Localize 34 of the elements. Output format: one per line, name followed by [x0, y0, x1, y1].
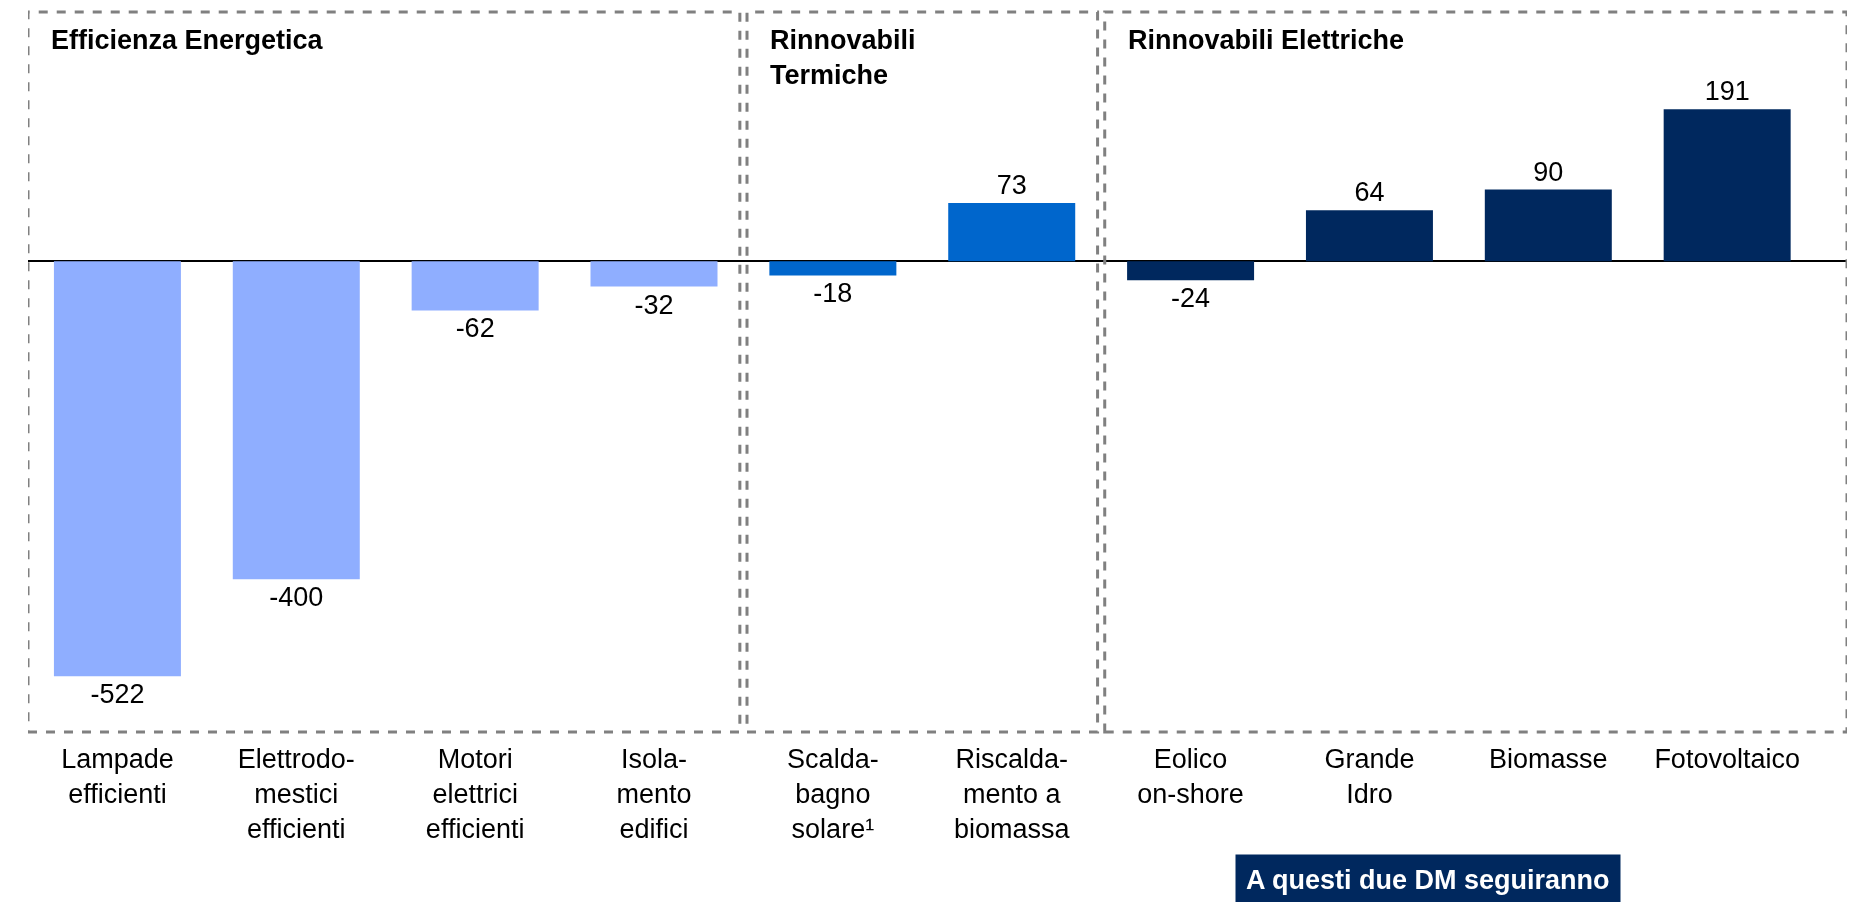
bar	[411, 261, 539, 311]
text: A questi due DM seguiranno	[1246, 865, 1610, 895]
bar	[769, 261, 897, 276]
x-tick-label: Grande Idro	[1324, 744, 1415, 810]
data-label: -522	[90, 679, 145, 710]
x-tick-label: Fotovoltaico	[1654, 744, 1800, 774]
x-tick-label: Biomasse	[1489, 744, 1608, 774]
text: Rinnovabili Elettriche	[1128, 25, 1405, 55]
bar	[948, 203, 1076, 262]
bar	[53, 261, 181, 677]
x-tick-label: Isola- mento edifici	[616, 744, 692, 845]
bar	[1305, 210, 1433, 262]
bar	[1127, 261, 1255, 281]
data-label: -18	[813, 278, 853, 309]
data-label: 191	[1704, 76, 1750, 107]
data-label: -62	[455, 313, 495, 344]
bar	[1663, 109, 1791, 262]
data-label: -24	[1171, 283, 1211, 314]
x-tick-label: Lampade efficienti	[61, 744, 174, 810]
data-label: 64	[1354, 177, 1385, 208]
bar	[1484, 189, 1612, 262]
x-tick-label: Riscalda- mento a biomassa	[953, 744, 1071, 845]
text: Efficienza Energetica	[51, 25, 324, 55]
data-label: -32	[634, 289, 674, 320]
data-label: 90	[1533, 156, 1564, 187]
bar	[232, 261, 360, 580]
bar	[590, 261, 718, 287]
x-tick-label: Elettrodo- mestici efficienti	[237, 744, 355, 845]
data-label: -400	[269, 582, 324, 613]
x-tick-label: Scalda- bagno solare¹	[787, 744, 879, 845]
x-tick-label: Eolico on-shore	[1137, 744, 1244, 810]
x-tick-label: Motori elettrici efficienti	[425, 744, 525, 845]
text: Rinnovabili Termiche	[770, 25, 916, 91]
data-label: 73	[996, 170, 1027, 201]
